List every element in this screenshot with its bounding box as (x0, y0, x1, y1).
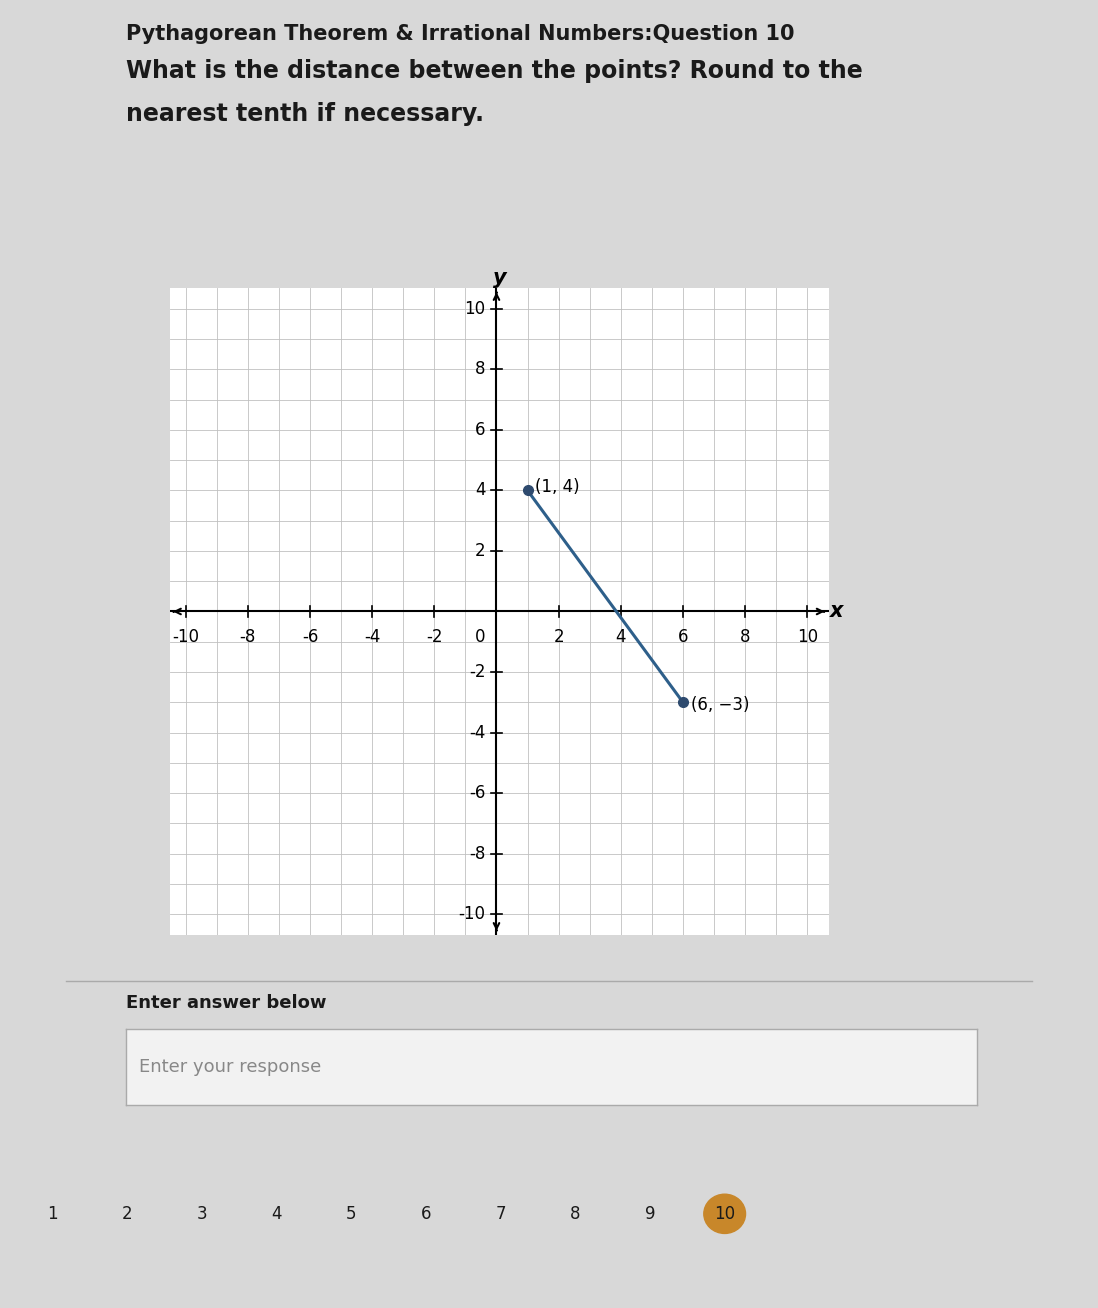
Text: -4: -4 (469, 723, 485, 742)
Text: -6: -6 (469, 783, 485, 802)
Text: x: x (830, 602, 843, 621)
Text: (1, 4): (1, 4) (536, 479, 580, 497)
Text: 4: 4 (616, 628, 626, 646)
Text: -4: -4 (365, 628, 380, 646)
Text: -8: -8 (469, 845, 485, 862)
Text: 2: 2 (122, 1205, 133, 1223)
Text: 4: 4 (271, 1205, 282, 1223)
Text: Enter answer below: Enter answer below (126, 994, 327, 1012)
Text: 0: 0 (475, 628, 485, 646)
Text: What is the distance between the points? Round to the: What is the distance between the points?… (126, 59, 863, 82)
Text: 10: 10 (714, 1205, 736, 1223)
Text: 2: 2 (553, 628, 564, 646)
Text: 6: 6 (475, 421, 485, 439)
Text: 7: 7 (495, 1205, 506, 1223)
Text: -8: -8 (239, 628, 256, 646)
Text: Enter your response: Enter your response (139, 1058, 322, 1076)
Text: 6: 6 (677, 628, 688, 646)
Text: nearest tenth if necessary.: nearest tenth if necessary. (126, 102, 484, 126)
Text: 10: 10 (797, 628, 818, 646)
Text: 8: 8 (475, 361, 485, 378)
Text: -10: -10 (459, 905, 485, 923)
Text: Pythagorean Theorem & Irrational Numbers:Question 10: Pythagorean Theorem & Irrational Numbers… (126, 24, 795, 43)
Text: 9: 9 (645, 1205, 656, 1223)
Text: -6: -6 (302, 628, 318, 646)
Text: 10: 10 (464, 300, 485, 318)
Text: y: y (493, 268, 507, 288)
Text: 8: 8 (570, 1205, 581, 1223)
Text: -2: -2 (469, 663, 485, 681)
Text: 2: 2 (475, 542, 485, 560)
Text: 8: 8 (740, 628, 750, 646)
Text: -10: -10 (172, 628, 199, 646)
Text: 6: 6 (421, 1205, 432, 1223)
Text: 4: 4 (475, 481, 485, 500)
Text: -2: -2 (426, 628, 442, 646)
Text: 1: 1 (47, 1205, 58, 1223)
Text: (6, −3): (6, −3) (691, 696, 749, 714)
Text: 3: 3 (197, 1205, 208, 1223)
Text: 5: 5 (346, 1205, 357, 1223)
